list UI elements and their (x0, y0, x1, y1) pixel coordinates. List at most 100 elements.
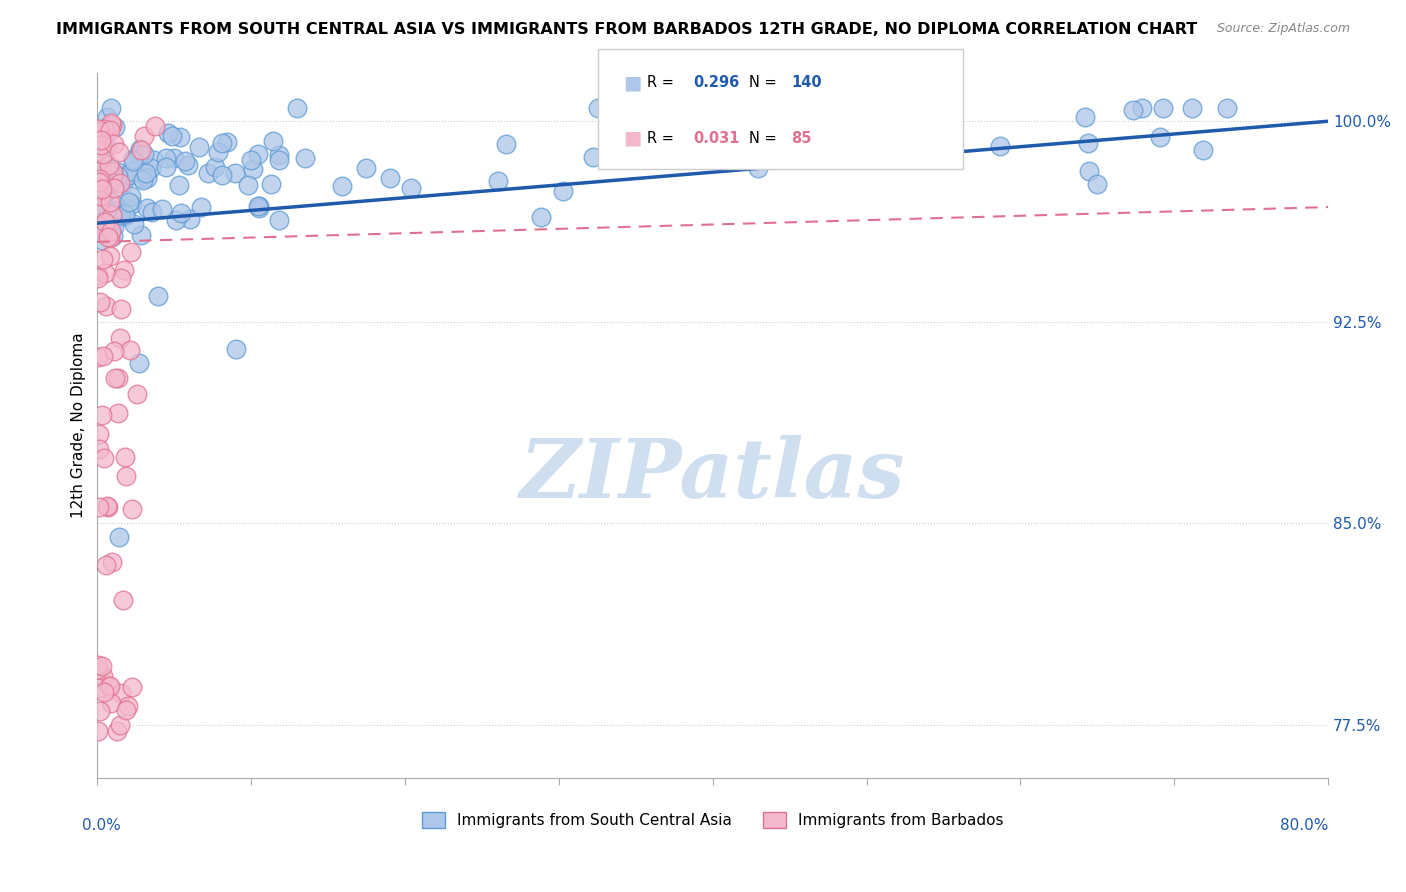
Point (530, 211, 553, 225)
Point (128, 142, 150, 156)
Point (108, 530, 131, 544)
Point (107, 405, 129, 419)
Point (100, 116, 122, 130)
Point (157, 127, 180, 141)
Point (132, 128, 155, 143)
Point (1181, 101, 1204, 115)
Point (1085, 177, 1108, 191)
Point (988, 139, 1011, 153)
Point (94, 171, 117, 186)
Point (114, 450, 136, 464)
Point (96, 161, 118, 176)
Text: Source: ZipAtlas.com: Source: ZipAtlas.com (1216, 22, 1350, 36)
Point (162, 151, 184, 165)
Point (108, 145, 131, 159)
Point (103, 181, 125, 195)
Point (94, 220, 117, 235)
Point (91, 215, 114, 229)
Point (93, 450, 115, 465)
Point (101, 555, 124, 569)
Point (118, 168, 141, 182)
Point (825, 103, 848, 117)
Point (117, 698, 139, 713)
Point (495, 136, 517, 151)
Point (90, 181, 112, 195)
Point (110, 686, 132, 700)
Point (354, 161, 377, 175)
Point (128, 355, 150, 369)
Point (668, 152, 690, 166)
Point (120, 163, 142, 178)
Point (121, 680, 143, 694)
Point (160, 129, 183, 144)
Point (93, 180, 115, 194)
Point (1216, 101, 1239, 115)
Point (91, 233, 114, 247)
Point (91, 658, 114, 673)
Point (93, 349, 115, 363)
Point (98, 195, 121, 210)
Point (87, 724, 110, 739)
Point (104, 370, 127, 384)
Point (247, 202, 270, 216)
Point (187, 140, 209, 154)
Point (93, 219, 115, 233)
Point (170, 205, 193, 219)
Point (679, 112, 702, 126)
Point (87, 201, 110, 215)
Point (112, 169, 135, 184)
Point (87, 681, 110, 695)
Point (294, 151, 316, 165)
Point (121, 502, 143, 516)
Point (139, 161, 162, 175)
Point (1074, 111, 1097, 125)
Point (100, 119, 122, 133)
Point (97, 206, 120, 220)
Point (91, 162, 114, 177)
Point (114, 207, 136, 221)
Point (91, 162, 114, 177)
Point (1152, 101, 1174, 115)
Point (638, 101, 661, 115)
Point (91, 155, 114, 169)
Point (87, 175, 110, 189)
Point (90, 133, 112, 147)
Point (110, 330, 132, 344)
Point (89, 705, 111, 719)
Point (247, 199, 270, 213)
Point (129, 228, 152, 243)
Point (150, 202, 173, 216)
Point (128, 147, 150, 161)
Point (101, 208, 124, 222)
Point (91, 220, 114, 235)
Point (108, 208, 131, 222)
Point (94, 299, 117, 313)
Point (93, 173, 115, 187)
Point (93, 178, 115, 193)
Point (94, 186, 117, 201)
Point (110, 717, 132, 731)
Point (240, 153, 263, 167)
Point (87, 271, 110, 285)
Point (165, 212, 187, 227)
Point (110, 301, 132, 316)
Point (551, 184, 574, 198)
Point (100, 101, 122, 115)
Point (93, 146, 115, 161)
Point (98, 679, 121, 693)
Point (87, 268, 110, 282)
Point (122, 217, 145, 231)
Point (96, 160, 118, 174)
Point (97, 500, 120, 515)
Point (190, 201, 212, 215)
Y-axis label: 12th Grade, No Diploma: 12th Grade, No Diploma (72, 333, 86, 518)
Point (93, 252, 115, 266)
Point (89, 172, 111, 186)
Point (96, 110, 118, 124)
Text: ■: ■ (623, 128, 641, 148)
Point (211, 168, 233, 182)
Point (94, 558, 117, 572)
Point (100, 696, 122, 710)
Point (128, 152, 150, 166)
Legend: Immigrants from South Central Asia, Immigrants from Barbados: Immigrants from South Central Asia, Immi… (416, 805, 1010, 834)
